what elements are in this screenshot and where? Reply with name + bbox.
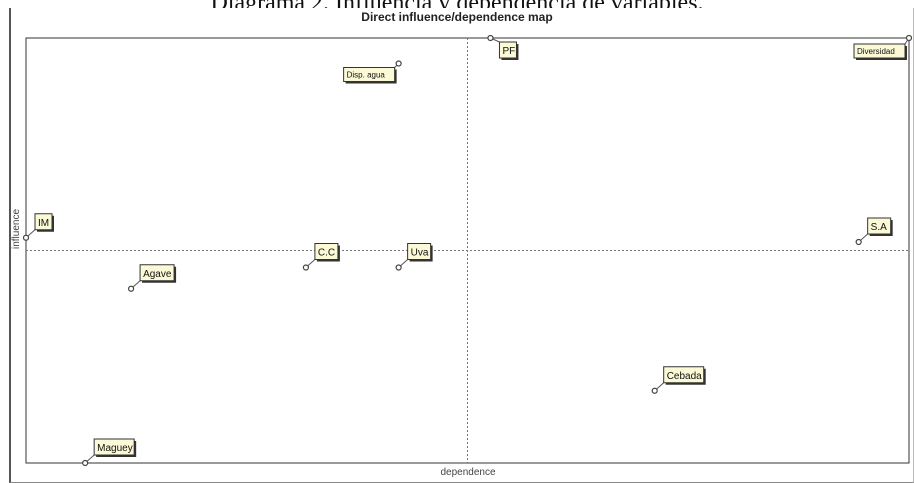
point-label: Cebada <box>667 371 702 382</box>
point-label-box <box>407 243 432 260</box>
data-points: PF Diversidad Disp. agua IM S.A C.C Uva Agave Ce… <box>22 34 913 467</box>
point-marker <box>487 34 494 42</box>
point-label-box <box>343 67 396 82</box>
point-label: Agave <box>143 269 172 280</box>
data-point: C.C <box>302 243 340 271</box>
data-point: Disp. agua <box>343 60 402 84</box>
data-point: Uva <box>395 243 433 271</box>
point-marker <box>127 285 135 292</box>
point-label: PF <box>502 46 515 57</box>
point-marker <box>651 387 658 394</box>
point-marker <box>855 238 862 246</box>
data-point: S.A <box>855 217 893 246</box>
point-label-box <box>498 41 517 59</box>
point-label-box <box>314 243 339 260</box>
point-marker <box>395 60 402 67</box>
point-label: IM <box>38 218 49 229</box>
data-point: Maguey <box>82 438 137 467</box>
point-label-box <box>663 366 705 384</box>
y-axis-label: influence <box>11 209 22 249</box>
point-label-box <box>853 43 906 59</box>
data-point: Diversidad <box>853 34 913 60</box>
point-marker <box>302 264 310 271</box>
point-label: Uva <box>411 248 429 259</box>
data-point: IM <box>22 213 54 241</box>
point-label: Disp. agua <box>347 71 386 80</box>
point-label: S.A <box>871 222 887 233</box>
chart-title: Direct influence/dependence map <box>361 10 553 24</box>
point-label: Maguey <box>97 443 133 454</box>
point-label-box <box>93 438 135 456</box>
point-label-box <box>867 217 892 235</box>
point-marker <box>905 34 913 42</box>
point-marker <box>82 459 89 467</box>
point-marker <box>22 234 30 241</box>
point-label-box <box>34 213 53 231</box>
point-label-box <box>139 264 175 282</box>
data-point: Agave <box>127 264 177 292</box>
data-point: Cebada <box>651 366 706 394</box>
data-point: PF <box>487 34 519 60</box>
x-axis-label: dependence <box>440 467 495 478</box>
point-label: Diversidad <box>857 47 895 56</box>
point-label: C.C <box>318 248 335 259</box>
point-marker <box>395 264 402 271</box>
